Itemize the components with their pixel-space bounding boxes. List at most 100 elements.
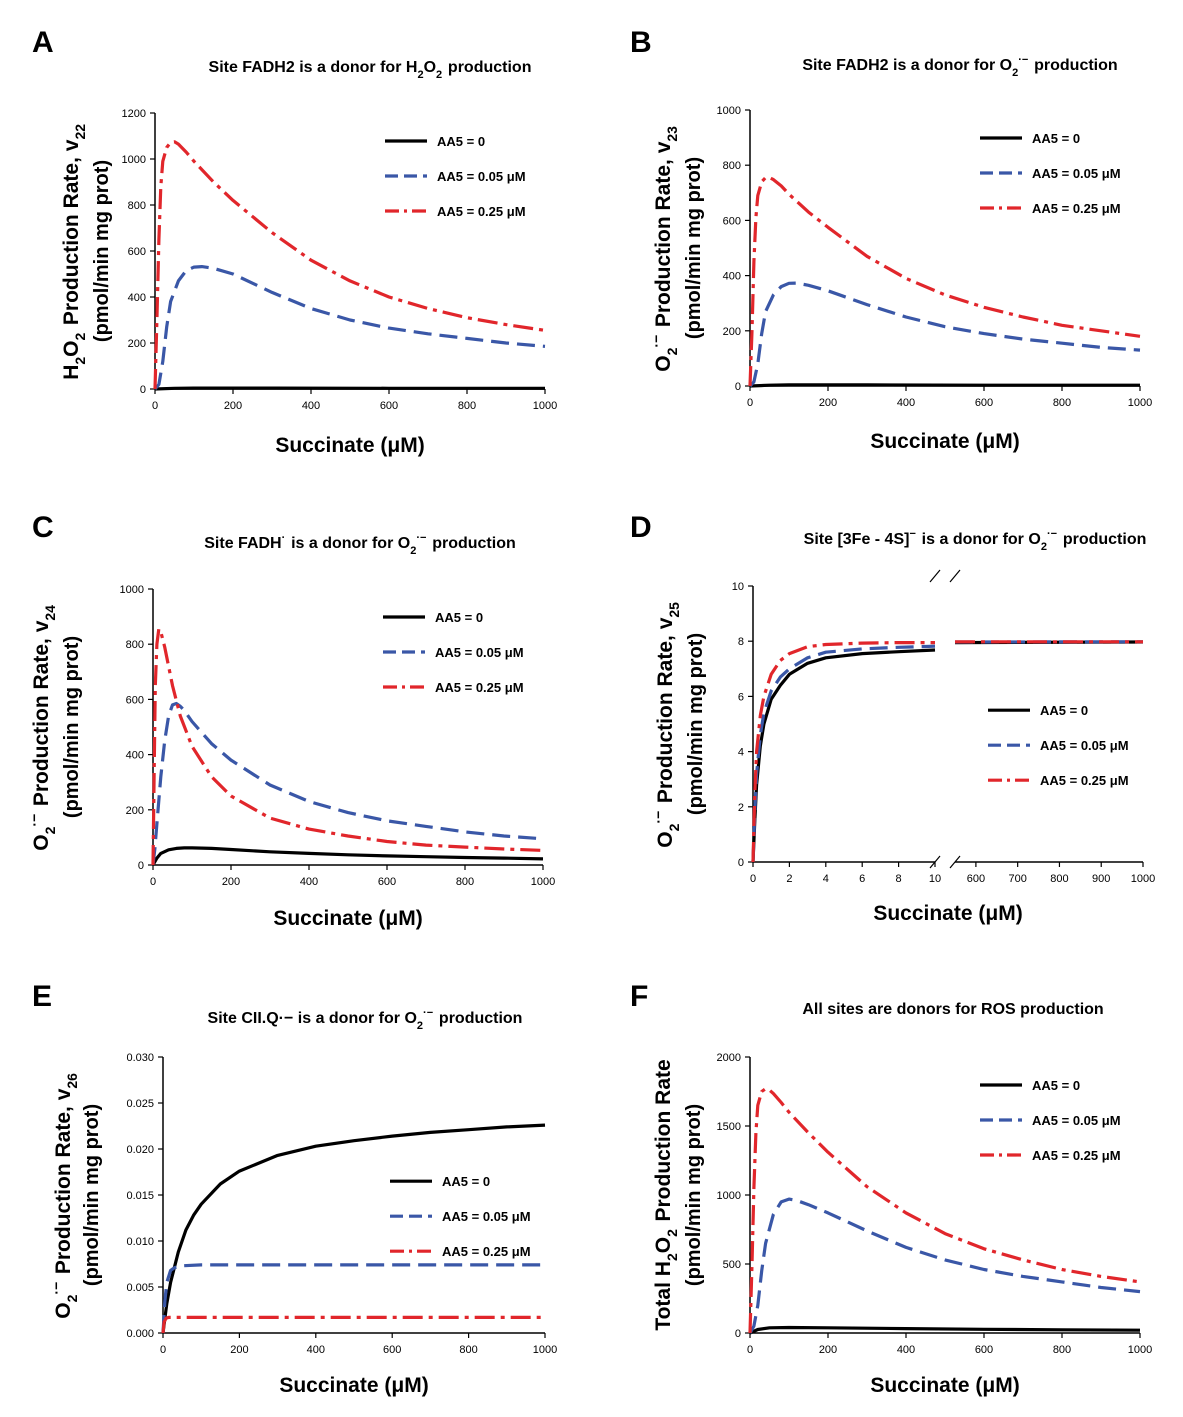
panel-a-ytick-label: 200 xyxy=(128,338,146,350)
panel-e-title: Site CII.Q·− is a donor for O2·− product… xyxy=(208,1007,523,1032)
panel-a-ylabel-units: (pmol/min mg prot) xyxy=(91,160,113,342)
panel-c-xtick-label: 200 xyxy=(222,876,240,888)
panel-d-xtick-label: 10 xyxy=(929,873,941,885)
panel-c-legend-label-1: AA5 = 0.05 μM xyxy=(435,645,524,660)
panel-c-xtick-label: 0 xyxy=(150,876,156,888)
panel-d-xtick-label: 900 xyxy=(1092,873,1110,885)
panel-b-xtick-label: 0 xyxy=(747,397,753,409)
panel-b-title: Site FADH2 is a donor for O2·− productio… xyxy=(802,54,1117,79)
panel-a-ytick-label: 0 xyxy=(140,384,146,396)
panel-f-legend-label-0: AA5 = 0 xyxy=(1032,1078,1080,1093)
panel-f-xtick-label: 600 xyxy=(975,1344,993,1356)
panel-a-xlabel: Succinate (μM) xyxy=(275,434,424,457)
panel-d-xtick-label: 2 xyxy=(786,873,792,885)
panel-e-xtick-label: 800 xyxy=(459,1344,477,1356)
panel-b-series-1 xyxy=(748,281,1141,388)
panel-d-axis-break-mark xyxy=(929,569,941,583)
panel-e-letter: E xyxy=(32,980,52,1013)
panel-c-legend-label-2: AA5 = 0.25 μM xyxy=(435,680,524,695)
panel-d-ytick-label: 10 xyxy=(732,581,744,593)
panel-d-xlabel: Succinate (μM) xyxy=(873,902,1022,925)
panel-e-xlabel: Succinate (μM) xyxy=(279,1374,428,1397)
panel-c-ytick-label: 400 xyxy=(126,750,144,762)
panel-c-title: Site FADH· is a donor for O2·− productio… xyxy=(204,532,516,557)
panel-c-ytick-label: 600 xyxy=(126,694,144,706)
panel-a: A Site FADH2 is a donor for H2O2 producti… xyxy=(32,26,557,457)
panel-f-letter: F xyxy=(630,980,648,1013)
panel-d-letter: D xyxy=(630,511,652,544)
panel-a-xtick-label: 400 xyxy=(302,400,320,412)
panel-e-xtick-label: 1000 xyxy=(533,1344,557,1356)
panel-a-series-1 xyxy=(153,265,546,391)
panel-b-xtick-label: 1000 xyxy=(1128,397,1152,409)
panel-f-xtick-label: 200 xyxy=(819,1344,837,1356)
panel-e-ytick-label: 0.025 xyxy=(126,1098,154,1110)
panel-b-ytick-label: 0 xyxy=(735,381,741,393)
panel-b-legend-label-0: AA5 = 0 xyxy=(1032,131,1080,146)
panel-c-legend-label-0: AA5 = 0 xyxy=(435,610,483,625)
panel-d-axis-break-mark xyxy=(949,569,961,583)
panel-b-ytick-label: 400 xyxy=(723,271,741,283)
panel-f-ytick-label: 2000 xyxy=(717,1052,741,1064)
panel-e-ylabel-units: (pmol/min mg prot) xyxy=(81,1104,103,1286)
panel-f-ytick-label: 500 xyxy=(723,1259,741,1271)
panel-d-series-2 xyxy=(751,640,1143,863)
panel-a-letter: A xyxy=(32,26,54,59)
panel-b-series-0 xyxy=(749,383,1140,388)
panel-b-legend-label-2: AA5 = 0.25 μM xyxy=(1032,201,1121,216)
panel-c-ytick-label: 1000 xyxy=(120,584,144,596)
panel-c-xtick-label: 1000 xyxy=(531,876,555,888)
panel-b-ylabel-units: (pmol/min mg prot) xyxy=(683,157,705,339)
panel-e-xtick-label: 400 xyxy=(307,1344,325,1356)
panel-d-xtick-label: 6 xyxy=(859,873,865,885)
panel-d-legend-label-1: AA5 = 0.05 μM xyxy=(1040,738,1129,753)
panel-f-xtick-label: 800 xyxy=(1053,1344,1071,1356)
panel-c-series-0 xyxy=(151,846,544,866)
panel-c-xtick-label: 800 xyxy=(456,876,474,888)
panel-b-ytick-label: 1000 xyxy=(717,105,741,117)
panel-a-series-0 xyxy=(154,386,545,391)
panel-e-ytick-label: 0.005 xyxy=(126,1282,154,1294)
panel-c-xlabel: Succinate (μM) xyxy=(273,907,422,930)
panel-a-ytick-label: 1200 xyxy=(122,108,146,120)
panel-f-ylabel: Total H2O2 Production Rate xyxy=(652,1059,680,1330)
panel-d-axis-break-mark xyxy=(949,855,961,869)
panel-e-ytick-label: 0.000 xyxy=(126,1328,154,1340)
panel-d-ytick-label: 2 xyxy=(738,802,744,814)
panel-a-ylabel: H2O2 Production Rate, v22 xyxy=(60,122,88,380)
panel-f-ytick-label: 0 xyxy=(735,1328,741,1340)
panel-a-ytick-label: 800 xyxy=(128,200,146,212)
panel-d-xtick-label: 700 xyxy=(1008,873,1026,885)
panel-a-legend-label-1: AA5 = 0.05 μM xyxy=(437,169,526,184)
panel-e-legend-label-1: AA5 = 0.05 μM xyxy=(442,1209,531,1224)
panel-e-xtick-label: 600 xyxy=(383,1344,401,1356)
panel-d-ylabel: O2·− Production Rate, v25 xyxy=(650,600,682,847)
panel-d-ytick-label: 8 xyxy=(738,636,744,648)
panel-f-legend-label-1: AA5 = 0.05 μM xyxy=(1032,1113,1121,1128)
panel-b-ytick-label: 800 xyxy=(723,160,741,172)
panel-b-xtick-label: 800 xyxy=(1053,397,1071,409)
panel-c-ytick-label: 800 xyxy=(126,639,144,651)
panel-e-series-2 xyxy=(161,1315,545,1334)
panel-a-legend-label-0: AA5 = 0 xyxy=(437,134,485,149)
panel-b: B Site FADH2 is a donor for O2·− producti… xyxy=(630,26,1152,453)
panel-f-legend-label-2: AA5 = 0.25 μM xyxy=(1032,1148,1121,1163)
panel-e-ytick-label: 0.010 xyxy=(126,1236,154,1248)
panel-e-xtick-label: 0 xyxy=(160,1344,166,1356)
panel-f-xtick-label: 1000 xyxy=(1128,1344,1152,1356)
panel-d-xtick-label: 0 xyxy=(750,873,756,885)
panel-a-xtick-label: 0 xyxy=(152,400,158,412)
panel-d-xtick-label: 4 xyxy=(823,873,829,885)
panel-d: D Site [3Fe - 4S]− is a donor for O2·− pr… xyxy=(630,511,1155,925)
panel-d-xtick-label: 1000 xyxy=(1131,873,1155,885)
panel-f-series-2 xyxy=(748,1087,1141,1334)
panel-c-letter: C xyxy=(32,511,54,544)
panel-b-letter: B xyxy=(630,26,652,59)
panel-a-ytick-label: 600 xyxy=(128,246,146,258)
panel-c-ylabel-units: (pmol/min mg prot) xyxy=(61,636,83,818)
panel-b-series-2 xyxy=(748,176,1141,387)
panel-d-legend-label-2: AA5 = 0.25 μM xyxy=(1040,773,1129,788)
panel-d-ytick-label: 0 xyxy=(738,857,744,869)
panel-f-xlabel: Succinate (μM) xyxy=(870,1374,1019,1397)
panel-a-xtick-label: 600 xyxy=(380,400,398,412)
